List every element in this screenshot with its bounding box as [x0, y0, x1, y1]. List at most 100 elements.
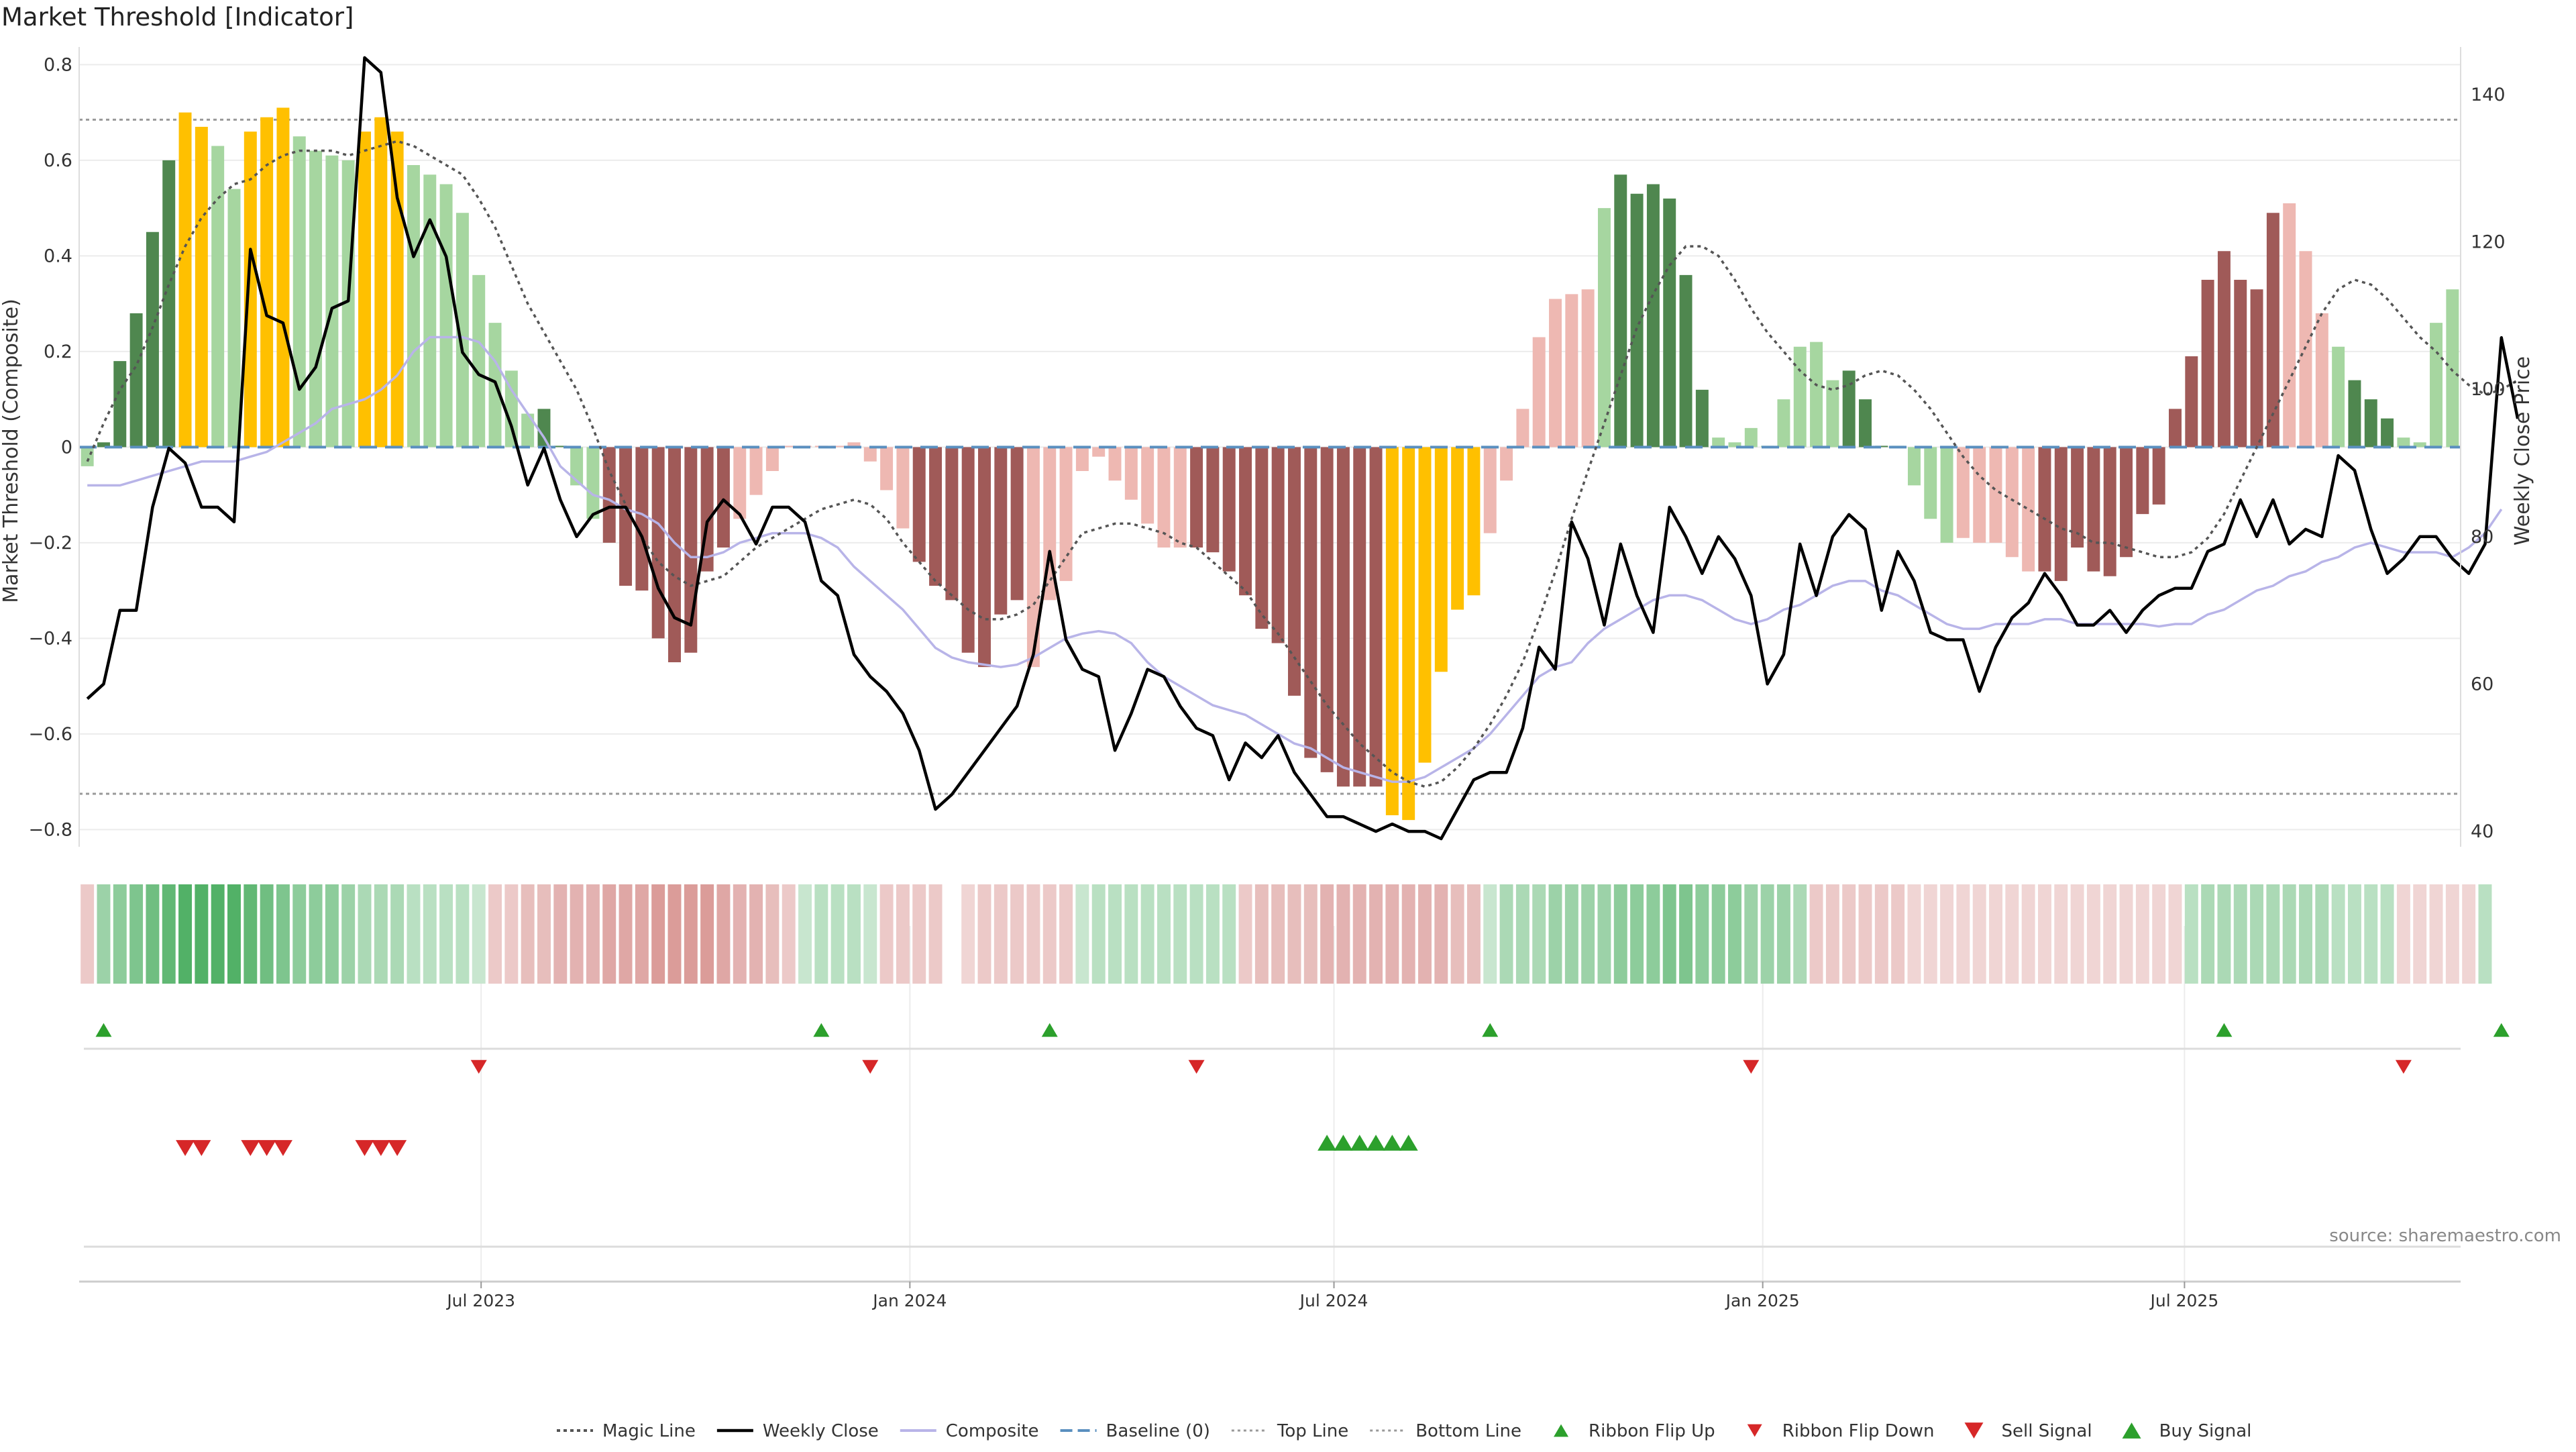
composite-bar [847, 442, 861, 448]
ribbon-cell [1352, 884, 1366, 984]
ribbon-cell [765, 884, 780, 984]
ribbon-cell [113, 884, 127, 984]
composite-bar [1679, 274, 1693, 448]
composite-bar [407, 165, 420, 448]
composite-bar [2185, 356, 2198, 448]
ribbon-flip-down-marker [2395, 1059, 2412, 1074]
x-tick-label: Jul 2023 [445, 1291, 515, 1310]
composite-bar [1500, 447, 1513, 481]
composite-bar [1924, 447, 1937, 519]
composite-bar [1532, 337, 1546, 448]
ribbon-cell [195, 884, 209, 984]
ribbon-cell [80, 884, 95, 984]
legend-label: Sell Signal [2001, 1421, 2092, 1441]
composite-bar [244, 132, 257, 448]
ribbon-flip-down-marker [862, 1059, 879, 1074]
composite-bar [1092, 447, 1106, 457]
composite-bar [1907, 447, 1921, 486]
composite-bar [880, 447, 894, 490]
ribbon-cell [1907, 884, 1921, 984]
left-tick-label: 0.6 [44, 150, 72, 171]
composite-bar [1304, 447, 1318, 758]
composite-bar [1467, 447, 1481, 596]
buy-signal-marker [1318, 1135, 1337, 1151]
ribbon-cell [2217, 884, 2231, 984]
ribbon-cell [2119, 884, 2133, 984]
grid-layer [79, 64, 2461, 1282]
composite-bar [782, 446, 796, 448]
ribbon-cell [2462, 884, 2476, 984]
ribbon-cell [2201, 884, 2215, 984]
composite-bar [2087, 447, 2100, 572]
ribbon-cell [178, 884, 193, 984]
composite-bar [1859, 399, 1872, 448]
ribbon-cell [1728, 884, 1741, 984]
composite-bar [1451, 447, 1464, 610]
ribbon-cell [2315, 884, 2329, 984]
ribbon-cell [504, 884, 519, 984]
ribbon-cell [1548, 884, 1562, 984]
ribbon-cell [1695, 884, 1709, 984]
ribbon-cell [2005, 884, 2019, 984]
composite-bar [994, 447, 1008, 615]
ribbon-cell [1418, 884, 1432, 984]
ribbon-cell [1010, 884, 1024, 984]
ribbon-cell [2021, 884, 2035, 984]
ribbon-cell [1434, 884, 1448, 984]
ribbon-cell [455, 884, 470, 984]
ribbon-cell [1271, 884, 1285, 984]
ribbon-cell [2396, 884, 2410, 984]
composite-bar [1744, 427, 1758, 448]
ribbon-cell [521, 884, 535, 984]
chart-title: Market Threshold [Indicator] [1, 3, 354, 32]
right-tick-label: 100 [2471, 379, 2506, 400]
sell-signal-marker [371, 1140, 390, 1156]
legend-item: Bottom Line [1370, 1421, 1521, 1441]
composite-bar [586, 447, 600, 519]
composite-bar [504, 370, 518, 448]
ribbon-cell [1515, 884, 1529, 984]
ribbon-cell [2364, 884, 2378, 984]
composite-bar [765, 447, 779, 471]
sell-signal-marker [273, 1140, 292, 1156]
composite-bar [1418, 447, 1432, 763]
composite-line [87, 335, 2503, 783]
composite-bar [1255, 447, 1269, 629]
x-tick-label: Jul 2025 [2149, 1291, 2219, 1310]
ribbon-cell [1205, 884, 1220, 984]
ribbon-cell [798, 884, 812, 984]
composite-bar [2054, 447, 2068, 581]
composite-bar [178, 112, 192, 448]
right-tick-label: 80 [2471, 527, 2493, 548]
ribbon-flip-down-marker [470, 1059, 487, 1074]
buy-signal-marker [1399, 1135, 1418, 1151]
composite-bar [423, 174, 437, 448]
composite-bar [1581, 289, 1595, 448]
legend-item: Ribbon Flip Down [1747, 1421, 1935, 1441]
composite-bar [439, 184, 453, 448]
left-tick-label: −0.2 [28, 533, 72, 554]
composite-bar [863, 447, 877, 462]
composite-bar [1336, 447, 1350, 787]
ribbon-cell [2233, 884, 2247, 984]
ribbon-cell [1564, 884, 1578, 984]
left-tick-label: −0.8 [28, 819, 72, 840]
ribbon-cell [994, 884, 1008, 984]
legend-label: Ribbon Flip Down [1782, 1421, 1935, 1441]
composite-bar [2397, 437, 2410, 448]
ribbon-cell [1091, 884, 1106, 984]
ribbon-cell [211, 884, 225, 984]
ribbon-cell [358, 884, 372, 984]
ribbon-cell [1940, 884, 1954, 984]
composite-bar [2022, 447, 2035, 572]
ribbon-cell [1923, 884, 1937, 984]
composite-bar [1010, 447, 1024, 601]
legend-label: Top Line [1277, 1421, 1348, 1441]
composite-bar [1124, 447, 1138, 500]
ribbon-cell [390, 884, 405, 984]
sell-signal-marker [257, 1140, 276, 1156]
composite-bar [2364, 399, 2377, 448]
ribbon-cell [1140, 884, 1155, 984]
composite-bar [733, 447, 747, 519]
ribbon-cell [814, 884, 828, 984]
